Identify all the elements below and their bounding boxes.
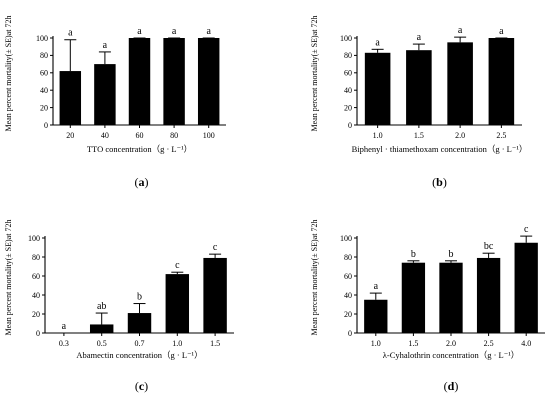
bar bbox=[89, 324, 114, 333]
x-tick-label: 2.0 bbox=[455, 131, 465, 140]
significance-letter: a bbox=[374, 281, 379, 292]
bar bbox=[476, 257, 501, 333]
bar bbox=[401, 262, 426, 333]
significance-letter: b bbox=[449, 249, 454, 260]
significance-letter: a bbox=[172, 26, 177, 37]
panel-label: (b) bbox=[432, 175, 447, 189]
significance-letter: a bbox=[68, 28, 73, 39]
x-axis-label: Biphenyl · thiamethoxam concentration（g … bbox=[352, 144, 528, 154]
y-tick-label: 40 bbox=[344, 291, 352, 300]
y-tick-label: 0 bbox=[348, 121, 352, 130]
panel-label: (a) bbox=[135, 175, 149, 189]
panel-b: 0 20 40 60 80 100 a 1.0 a 1.5 a 2.0 a 2.5 Biphenyl · t… bbox=[310, 16, 527, 189]
y-tick-label: 20 bbox=[344, 310, 352, 319]
bar bbox=[165, 274, 190, 333]
panel-d: 0 20 40 60 80 100 a 1.0 b 1.5 b 2.0 bc 2.5 c 4.0λ-Cyhal… bbox=[310, 220, 545, 393]
y-tick-label: 0 bbox=[36, 329, 40, 338]
bar bbox=[59, 71, 82, 125]
panel-c: 0 20 40 60 80 100 a 0.3 ab 0.5 b 0.7 c 1.0 c 1.5 Abamect… bbox=[4, 220, 234, 393]
x-tick-label: 0.7 bbox=[135, 339, 145, 348]
x-tick-label: 100 bbox=[203, 131, 215, 140]
y-tick-label: 80 bbox=[344, 51, 352, 60]
significance-letter: a bbox=[499, 26, 504, 37]
x-tick-label: 0.5 bbox=[97, 339, 107, 348]
x-axis-label: Abamectin concentration（g · L⁻¹） bbox=[76, 350, 202, 360]
x-tick-label: 1.0 bbox=[373, 131, 383, 140]
significance-letter: a bbox=[458, 25, 463, 36]
y-tick-label: 60 bbox=[344, 272, 352, 281]
bar bbox=[203, 257, 227, 333]
y-tick-label: 80 bbox=[344, 253, 352, 262]
y-tick-label: 40 bbox=[344, 86, 352, 95]
bar bbox=[439, 262, 463, 333]
x-axis-label: λ-Cyhalothrin concentration（g · L⁻¹） bbox=[383, 350, 520, 360]
x-tick-label: 1.0 bbox=[371, 339, 381, 348]
significance-letter: c bbox=[524, 224, 529, 235]
y-tick-label: 80 bbox=[32, 253, 40, 262]
significance-letter: a bbox=[137, 26, 142, 37]
x-tick-label: 80 bbox=[170, 131, 178, 140]
y-tick-label: 100 bbox=[36, 34, 48, 43]
significance-letter: a bbox=[417, 32, 422, 43]
significance-letter: b bbox=[137, 292, 142, 303]
x-axis-label: TTO concentration（g · L⁻¹） bbox=[87, 144, 192, 154]
bar bbox=[127, 313, 152, 333]
significance-letter: b bbox=[411, 249, 416, 260]
x-tick-label: 40 bbox=[101, 131, 109, 140]
significance-letter: c bbox=[213, 242, 218, 253]
y-axis-label: Mean percent mortality(± SE)at 72h bbox=[310, 16, 319, 132]
panel-label: (c) bbox=[135, 379, 148, 393]
x-tick-label: 0.3 bbox=[59, 339, 69, 348]
x-tick-label: 1.5 bbox=[210, 339, 220, 348]
y-tick-label: 100 bbox=[340, 234, 352, 243]
significance-letter: bc bbox=[484, 241, 494, 252]
significance-letter: a bbox=[206, 26, 211, 37]
x-tick-label: 60 bbox=[136, 131, 144, 140]
bar bbox=[197, 38, 220, 125]
x-tick-label: 1.5 bbox=[408, 339, 418, 348]
y-tick-label: 40 bbox=[32, 291, 40, 300]
significance-letter: ab bbox=[97, 301, 106, 312]
significance-letter: a bbox=[62, 321, 67, 332]
x-tick-label: 2.5 bbox=[484, 339, 494, 348]
y-tick-label: 60 bbox=[32, 272, 40, 281]
y-tick-label: 0 bbox=[44, 121, 48, 130]
significance-letter: a bbox=[103, 40, 108, 51]
bar bbox=[514, 242, 538, 333]
x-tick-label: 1.5 bbox=[414, 131, 424, 140]
significance-letter: c bbox=[175, 260, 180, 271]
y-tick-label: 60 bbox=[344, 69, 352, 78]
y-axis-label: Mean percent mortality(± SE)at 72h bbox=[310, 220, 319, 336]
y-tick-label: 100 bbox=[28, 234, 40, 243]
bar bbox=[447, 42, 473, 125]
bar bbox=[488, 38, 515, 125]
x-tick-label: 20 bbox=[66, 131, 74, 140]
y-tick-label: 0 bbox=[348, 329, 352, 338]
bar bbox=[128, 38, 151, 125]
x-tick-label: 2.5 bbox=[496, 131, 506, 140]
x-tick-label: 2.0 bbox=[446, 339, 456, 348]
y-tick-label: 40 bbox=[40, 86, 48, 95]
bar bbox=[94, 64, 116, 125]
panel-a: 0 20 40 60 80 100 a 20 a 40 a 60 a 80 a 100 TTO concentr… bbox=[4, 16, 226, 189]
y-tick-label: 20 bbox=[40, 103, 48, 112]
x-tick-label: 4.0 bbox=[521, 339, 531, 348]
bar bbox=[163, 38, 185, 125]
y-tick-label: 80 bbox=[40, 51, 48, 60]
bar bbox=[406, 50, 432, 125]
y-axis-label: Mean percent mortality(± SE)at 72h bbox=[4, 16, 13, 132]
y-tick-label: 20 bbox=[32, 310, 40, 319]
y-tick-label: 20 bbox=[344, 103, 352, 112]
y-tick-label: 100 bbox=[340, 34, 352, 43]
y-tick-label: 60 bbox=[40, 69, 48, 78]
x-tick-label: 1.0 bbox=[172, 339, 182, 348]
significance-letter: a bbox=[375, 37, 380, 48]
y-axis-label: Mean percent mortality(± SE)at 72h bbox=[4, 220, 13, 336]
bar bbox=[364, 299, 388, 333]
panel-label: (d) bbox=[444, 379, 459, 393]
bar bbox=[364, 52, 391, 125]
